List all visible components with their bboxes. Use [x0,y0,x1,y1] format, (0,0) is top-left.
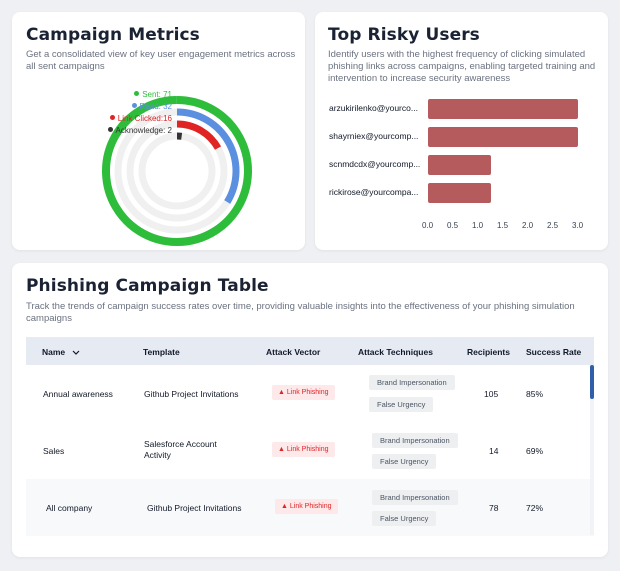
technique-tag: Brand Impersonation [369,375,455,390]
warning-icon: ▲ [278,446,285,453]
legend-item: Read: 32 [131,102,172,111]
read-ring[interactable] [176,108,240,204]
scrollbar-thumb[interactable] [590,365,594,399]
row-success-rate: 69% [526,446,544,456]
scrollbar-track[interactable] [590,365,594,535]
bar[interactable] [428,127,578,147]
attack-vector-label: Link Phishing [286,446,329,453]
acknowledge-ring-track [138,132,216,210]
bar-label: arzukirilenko@yourco... [329,103,418,113]
legend-dot-icon [131,103,137,109]
bar-label: rickirose@yourcompa... [329,187,419,197]
risky-users-card: Top Risky Users Identify users with the … [315,12,608,250]
campaign-table-title: Phishing Campaign Table [26,276,269,296]
campaign-metrics-card: Campaign Metrics Get a consolidated view… [12,12,305,250]
radial-chart [102,96,253,246]
technique-tag: False Urgency [372,454,437,469]
technique-tag: Brand Impersonation [372,490,458,505]
row-recipients: 78 [489,503,499,513]
bar-label: shayrniex@yourcomp... [329,131,419,141]
legend-dot-icon [107,127,113,133]
column-header-template: Template [143,347,180,357]
row-success-rate: 72% [526,503,544,513]
x-tick-label: 0.0 [422,221,434,230]
x-tick-label: 1.5 [497,221,509,230]
table-header: Name Template Attack Vector Attack Techn… [26,337,594,365]
row-recipients: 105 [484,389,499,399]
table-row[interactable]: Annual awareness Github Project Invitati… [26,365,594,422]
bar[interactable] [428,155,491,175]
legend-label: Acknowledge: 2 [115,126,172,135]
attack-vector-badge: ▲ Link Phishing [272,385,335,400]
column-header-attack-techniques: Attack Techniques [358,347,433,357]
attack-vector-label: Link Phishing [289,503,332,510]
row-name: Annual awareness [43,389,113,399]
technique-tag: False Urgency [369,397,434,412]
sent-ring[interactable] [102,96,253,246]
legend-dot-icon [109,115,115,121]
row-template: Github Project Invitations [144,389,239,399]
row-template: Github Project Invitations [147,503,242,513]
attack-vector-label: Link Phishing [286,389,329,396]
x-tick-label: 2.0 [522,221,534,230]
column-header-attack-vector: Attack Vector [266,347,321,357]
row-name: Sales [43,446,65,456]
campaign-metrics-title: Campaign Metrics [26,25,200,45]
campaign-table-subtitle: Track the trends of campaign success rat… [26,301,575,324]
row-name: All company [46,503,93,513]
bar[interactable] [428,183,491,203]
row-success-rate: 85% [526,389,544,399]
warning-icon: ▲ [278,389,285,396]
legend-label: Sent: 71 [142,90,172,99]
x-tick-label: 1.0 [472,221,484,230]
link-clicked-ring[interactable] [176,120,222,150]
risky-users-title: Top Risky Users [328,25,480,45]
bar[interactable] [428,99,578,119]
row-template: Salesforce Account Activity [144,439,217,460]
legend-item: Sent: 71 [134,90,172,99]
column-header-recipients: Recipients [467,347,510,357]
table-row[interactable]: All company Github Project Invitations ▲… [26,479,594,536]
table-row[interactable]: Sales Salesforce Account Activity ▲ Link… [26,422,594,479]
campaign-table-card: Phishing Campaign Table Track the trends… [12,263,608,557]
legend-dot-icon [134,91,140,97]
column-header-name-label: Name [42,347,66,357]
row-recipients: 14 [489,446,499,456]
chevron-down-icon [72,350,79,355]
column-header-success-rate: Success Rate [526,347,582,357]
campaign-metrics-subtitle: Get a consolidated view of key user enga… [26,49,296,72]
column-header-name[interactable]: Name [42,347,80,357]
legend-item: Acknowledge: 2 [107,126,172,135]
technique-tag: False Urgency [372,511,437,526]
attack-vector-badge: ▲ Link Phishing [272,442,335,457]
warning-icon: ▲ [281,503,288,510]
legend-label: Read: 32 [139,102,172,111]
x-tick-label: 2.5 [547,221,559,230]
technique-tag: Brand Impersonation [372,433,458,448]
legend-item: Link Clicked:16 [109,114,172,123]
legend-label: Link Clicked:16 [117,114,172,123]
risky-users-subtitle: Identify users with the highest frequenc… [328,49,596,84]
bar-label: scnmdcdx@yourcomp... [329,159,421,169]
x-tick-label: 0.5 [447,221,459,230]
x-tick-label: 3.0 [572,221,584,230]
attack-vector-badge: ▲ Link Phishing [275,499,338,514]
